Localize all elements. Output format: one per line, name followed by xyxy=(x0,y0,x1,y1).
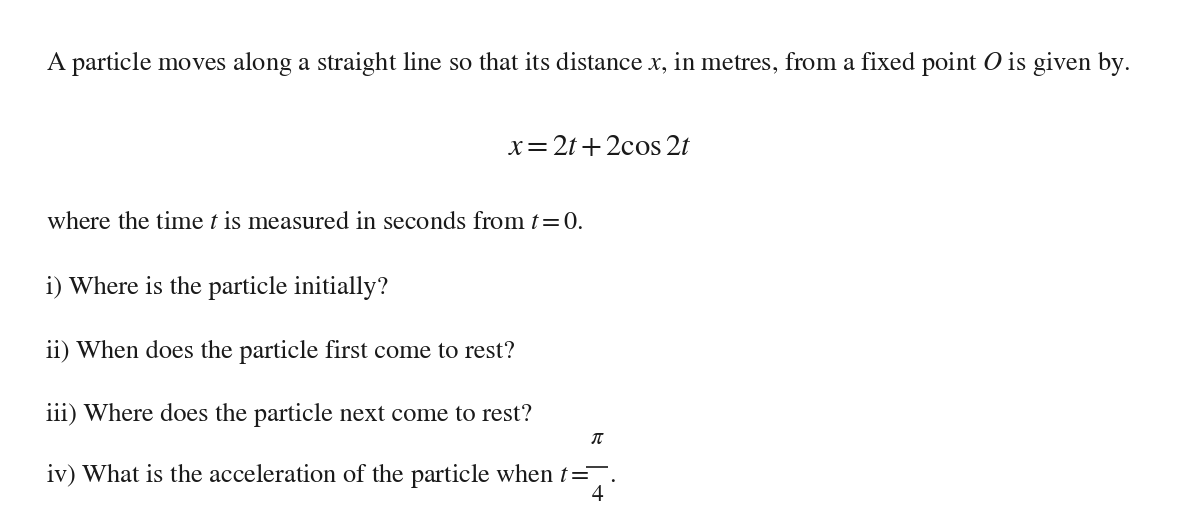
Text: i) Where is the particle initially?: i) Where is the particle initially? xyxy=(46,276,388,300)
Text: iii) Where does the particle next come to rest?: iii) Where does the particle next come t… xyxy=(46,403,532,427)
Text: 4: 4 xyxy=(592,485,604,506)
Text: A particle moves along a straight line so that its distance $x$, in metres, from: A particle moves along a straight line s… xyxy=(46,48,1130,78)
Text: .: . xyxy=(608,464,616,488)
Text: $x = 2t + 2\cos 2t$: $x = 2t + 2\cos 2t$ xyxy=(509,134,691,162)
Text: iv) What is the acceleration of the particle when $t =$: iv) What is the acceleration of the part… xyxy=(46,460,589,490)
Text: ii) When does the particle first come to rest?: ii) When does the particle first come to… xyxy=(46,340,515,364)
Text: where the time $t$ is measured in seconds from $t = 0$.: where the time $t$ is measured in second… xyxy=(46,211,583,235)
Text: $\pi$: $\pi$ xyxy=(590,428,605,450)
